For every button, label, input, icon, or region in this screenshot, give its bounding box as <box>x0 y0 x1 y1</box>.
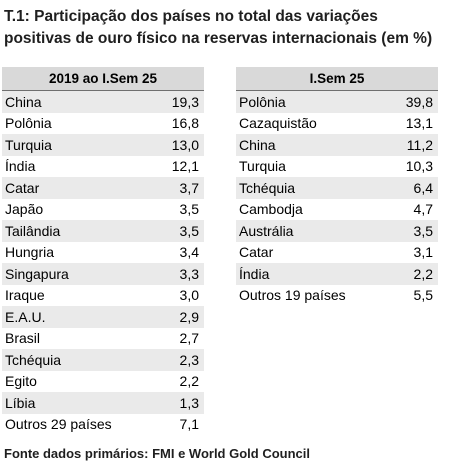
table-row: Polônia 16,8 <box>2 113 204 135</box>
value-cell: 39,8 <box>390 90 438 113</box>
table-row: Tchéquia 2,3 <box>2 349 204 371</box>
value-cell: 3,7 <box>156 177 204 199</box>
table-row: Tchéquia 6,4 <box>236 177 438 199</box>
country-cell: Turquia <box>2 134 157 156</box>
value-cell: 3,0 <box>179 287 199 304</box>
table-row: China 11,2 <box>236 134 438 156</box>
country-cell: China <box>236 134 391 156</box>
source-note: Fonte dados primários: FMI e World Gold … <box>4 446 310 461</box>
country-cell: Polônia <box>5 115 52 132</box>
value-cell: 3,1 <box>413 244 433 261</box>
country-cell: Tchéquia <box>2 349 157 371</box>
value-cell: 2,3 <box>156 349 204 371</box>
table-row: Turquia 13,0 <box>2 134 204 156</box>
table-row: Iraque 3,0 <box>2 285 204 307</box>
value-cell: 3,5 <box>156 220 204 242</box>
country-cell: Austrália <box>236 220 391 242</box>
value-cell: 6,4 <box>390 177 438 199</box>
table-row: Polônia 39,8 <box>236 90 438 113</box>
table-body: Polônia 39,8 Cazaquistão 13,1 China 11,2 Turqu… <box>236 90 438 307</box>
value-cell: 16,8 <box>171 115 199 132</box>
country-cell: Catar <box>239 244 274 261</box>
table-row: Hungria 3,4 <box>2 242 204 264</box>
country-cell: Tchéquia <box>236 177 391 199</box>
table-row: E.A.U. 2,9 <box>2 306 204 328</box>
country-cell: Outros 19 países <box>239 287 346 304</box>
country-cell: Índia <box>5 158 36 175</box>
country-cell: Outros 29 países <box>5 416 112 433</box>
value-cell: 3,3 <box>156 263 204 285</box>
value-cell: 13,0 <box>156 134 204 156</box>
value-cell: 19,3 <box>156 90 204 113</box>
value-cell: 2,9 <box>156 306 204 328</box>
country-cell: China <box>2 90 157 113</box>
country-cell: Brasil <box>5 330 41 347</box>
value-cell: 12,1 <box>171 158 199 175</box>
country-cell: Japão <box>5 201 44 218</box>
value-cell: 3,4 <box>179 244 199 261</box>
value-cell: 7,1 <box>179 416 199 433</box>
value-cell: 3,5 <box>390 220 438 242</box>
table-row: Turquia 10,3 <box>236 156 438 178</box>
value-cell: 2,2 <box>390 263 438 285</box>
table-h1-25: I.Sem 25 Polônia 39,8 Cazaquistão 13,1 China… <box>236 67 438 306</box>
table-row: Brasil 2,7 <box>2 328 204 350</box>
value-cell: 4,7 <box>413 201 433 218</box>
value-cell: 11,2 <box>390 134 438 156</box>
country-cell: Turquia <box>239 158 286 175</box>
country-cell: Egito <box>5 373 37 390</box>
country-cell: Índia <box>236 263 391 285</box>
table-row: Índia 12,1 <box>2 156 204 178</box>
country-cell: E.A.U. <box>2 306 157 328</box>
country-cell: Polônia <box>236 90 391 113</box>
country-cell: Cambodja <box>239 201 303 218</box>
table-body: China 19,3 Polônia 16,8 Turquia 13,0 Índia 12,1… <box>2 90 204 436</box>
value-cell: 1,3 <box>156 392 204 414</box>
value-cell: 13,1 <box>405 115 433 132</box>
value-cell: 2,2 <box>179 373 199 390</box>
table-row: Japão 3,5 <box>2 199 204 221</box>
table-title: T.1: Participação dos países no total da… <box>4 8 433 47</box>
table-row: Outros 29 países 7,1 <box>2 414 204 436</box>
table-row: Índia 2,2 <box>236 263 438 285</box>
value-cell: 2,7 <box>179 330 199 347</box>
table-row: Cazaquistão 13,1 <box>236 113 438 135</box>
country-cell: Iraque <box>5 287 45 304</box>
country-cell: Singapura <box>2 263 157 285</box>
table-row: Outros 19 países 5,5 <box>236 285 438 307</box>
value-cell: 5,5 <box>413 287 433 304</box>
table-row: Catar 3,1 <box>236 242 438 264</box>
table-row: Egito 2,2 <box>2 371 204 393</box>
table-2019-to-h1-25: 2019 ao I.Sem 25 China 19,3 Polônia 16,8 Tur… <box>2 67 204 435</box>
table-row: Tailândia 3,5 <box>2 220 204 242</box>
table-row: Austrália 3,5 <box>236 220 438 242</box>
table-row: Líbia 1,3 <box>2 392 204 414</box>
country-cell: Líbia <box>2 392 157 414</box>
table-row: China 19,3 <box>2 90 204 113</box>
column-header: I.Sem 25 <box>236 67 438 91</box>
country-cell: Hungria <box>5 244 55 261</box>
value-cell: 3,5 <box>179 201 199 218</box>
country-cell: Tailândia <box>2 220 157 242</box>
country-cell: Catar <box>2 177 157 199</box>
country-cell: Cazaquistão <box>239 115 317 132</box>
table-row: Catar 3,7 <box>2 177 204 199</box>
table-row: Singapura 3,3 <box>2 263 204 285</box>
column-header: 2019 ao I.Sem 25 <box>2 67 204 91</box>
value-cell: 10,3 <box>405 158 433 175</box>
table-row: Cambodja 4,7 <box>236 199 438 221</box>
